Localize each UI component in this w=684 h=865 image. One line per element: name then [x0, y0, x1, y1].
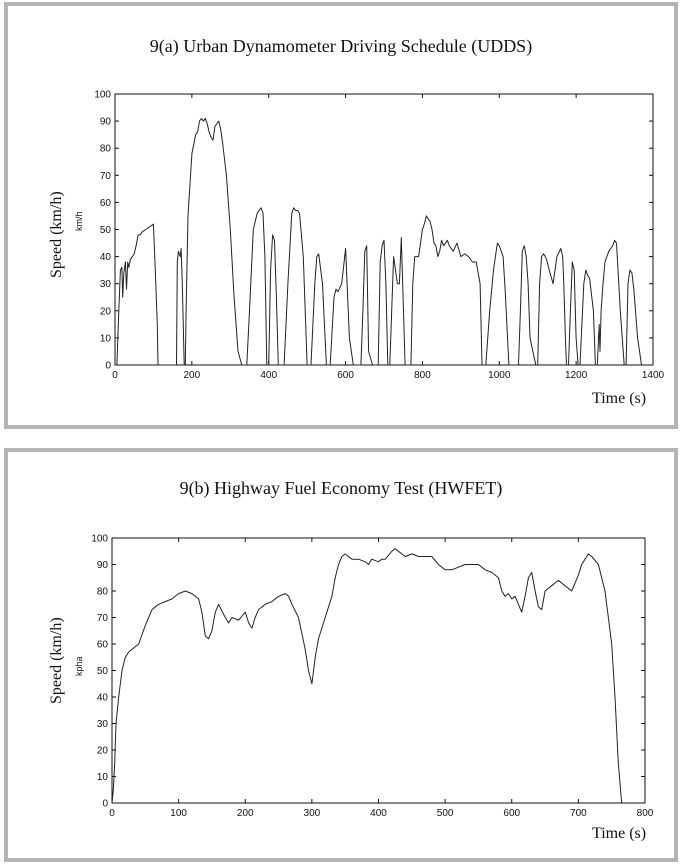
udds-x-tick-label: 1200 [565, 370, 588, 381]
udds-y-tick-label: 80 [100, 144, 112, 155]
udds-x-axis-label: Time (s) [592, 390, 647, 407]
hwfet-x-tick-label: 100 [170, 808, 187, 819]
hwfet-y-tick-label: 10 [97, 772, 109, 783]
hwfet-y-tick-label: 40 [97, 693, 109, 704]
hwfet-x-tick-label: 400 [370, 808, 387, 819]
hwfet-panel: 9(b) Highway Fuel Economy Test (HWFET) S… [4, 448, 678, 862]
udds-y-tick-label: 40 [100, 252, 112, 263]
udds-title: 9(a) Urban Dynamometer Driving Schedule … [149, 36, 533, 56]
udds-y-tick-label: 60 [100, 198, 112, 209]
hwfet-y-tick-label: 30 [97, 719, 109, 730]
udds-y-tick-label: 0 [105, 361, 111, 372]
udds-y-tick-label: 10 [100, 333, 112, 344]
udds-plot-area [114, 93, 654, 366]
hwfet-x-tick-label: 200 [237, 808, 254, 819]
hwfet-x-tick-label: 800 [637, 808, 654, 819]
udds-x-tick-label: 600 [337, 370, 354, 381]
udds-x-tick-label: 200 [184, 370, 201, 381]
hwfet-y-tick-label: 90 [97, 560, 109, 571]
hwfet-y-tick-label: 70 [97, 613, 109, 624]
hwfet-y-tick-label: 20 [97, 746, 109, 757]
hwfet-x-tick-label: 600 [503, 808, 520, 819]
udds-chart: 0 200 400 600 800 1000 1200 1400 0 10 20 30 40 50 60 70… [94, 90, 665, 382]
udds-x-tick-label: 0 [112, 370, 118, 381]
udds-y-tick-label: 90 [100, 117, 112, 128]
hwfet-chart: 0 100 200 300 400 500 600 700 800 0 10 20 30 40 50 60 70… [91, 534, 654, 820]
udds-y-tick-label: 50 [100, 225, 112, 236]
udds-panel: 9(a) Urban Dynamometer Driving Schedule … [4, 2, 678, 429]
udds-x-tick-label: 1000 [488, 370, 511, 381]
hwfet-y-tick-label: 0 [102, 799, 108, 810]
udds-y-tick-label: 30 [100, 279, 112, 290]
udds-x-tick-label: 400 [260, 370, 277, 381]
udds-x-tick-label: 1400 [642, 370, 665, 381]
hwfet-y-tick-label: 100 [91, 534, 108, 545]
hwfet-title: 9(b) Highway Fuel Economy Test (HWFET) [179, 478, 503, 498]
udds-speed-line [115, 117, 642, 366]
hwfet-speed-line [111, 548, 623, 804]
hwfet-y-tick-label: 50 [97, 666, 109, 677]
hwfet-y-tick-label: 80 [97, 587, 109, 598]
udds-y-tick-label: 100 [94, 90, 111, 101]
udds-y-tick-label: 70 [100, 171, 112, 182]
hwfet-x-tick-label: 500 [437, 808, 454, 819]
hwfet-plot-area [111, 537, 646, 804]
udds-y-tick-label: 20 [100, 306, 112, 317]
hwfet-x-tick-label: 300 [304, 808, 321, 819]
hwfet-y-tick-label: 60 [97, 640, 109, 651]
udds-x-tick-label: 800 [414, 370, 431, 381]
hwfet-x-tick-label: 700 [570, 808, 587, 819]
hwfet-x-tick-label: 0 [109, 808, 115, 819]
hwfet-x-axis-label: Time (s) [592, 825, 647, 842]
